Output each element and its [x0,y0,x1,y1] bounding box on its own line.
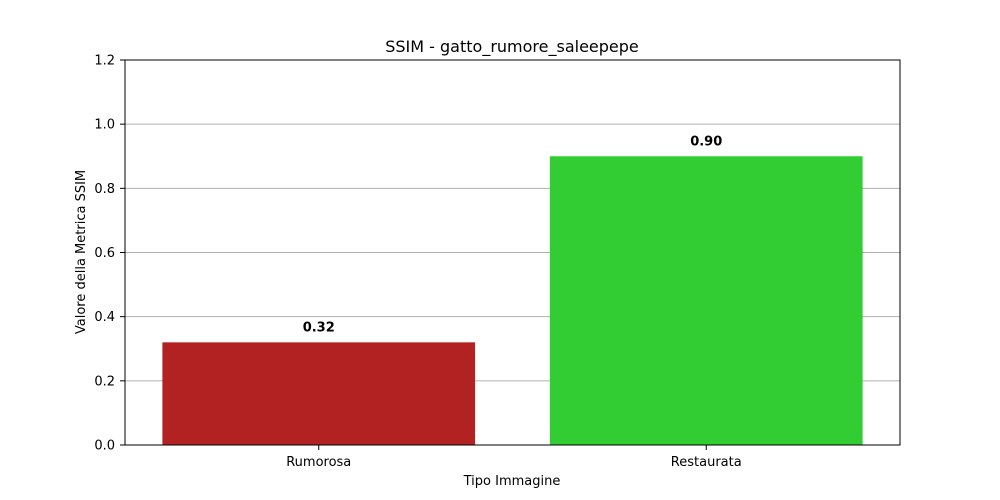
bars [162,156,863,445]
y-axis-label: Valore della Metrica SSIM [74,170,89,334]
data-labels: 0.32 0.90 [303,134,723,335]
y-tick-label: 1.2 [94,54,115,69]
y-tick-label: 0.0 [94,439,115,454]
y-tick-label: 1.0 [94,118,115,133]
data-label-rumorosa: 0.32 [303,320,335,335]
bar-rumorosa [162,342,476,445]
x-tick-label: Restaurata [671,455,742,470]
y-tick-label: 0.6 [94,246,115,261]
y-tick-label: 0.4 [94,310,115,325]
y-axis-ticks: 0.0 0.2 0.4 0.6 0.8 1.0 1.2 [94,54,125,454]
x-tick-label: Rumorosa [286,455,351,470]
y-tick-label: 0.2 [94,374,115,389]
x-axis-label: Tipo Immagine [463,474,561,489]
bar-restaurata [549,156,863,445]
chart-title: SSIM - gatto_rumore_saleepepe [385,37,639,57]
data-label-restaurata: 0.90 [690,134,722,149]
x-axis-ticks: Rumorosa Restaurata [286,445,742,470]
y-tick-label: 0.8 [94,182,115,197]
